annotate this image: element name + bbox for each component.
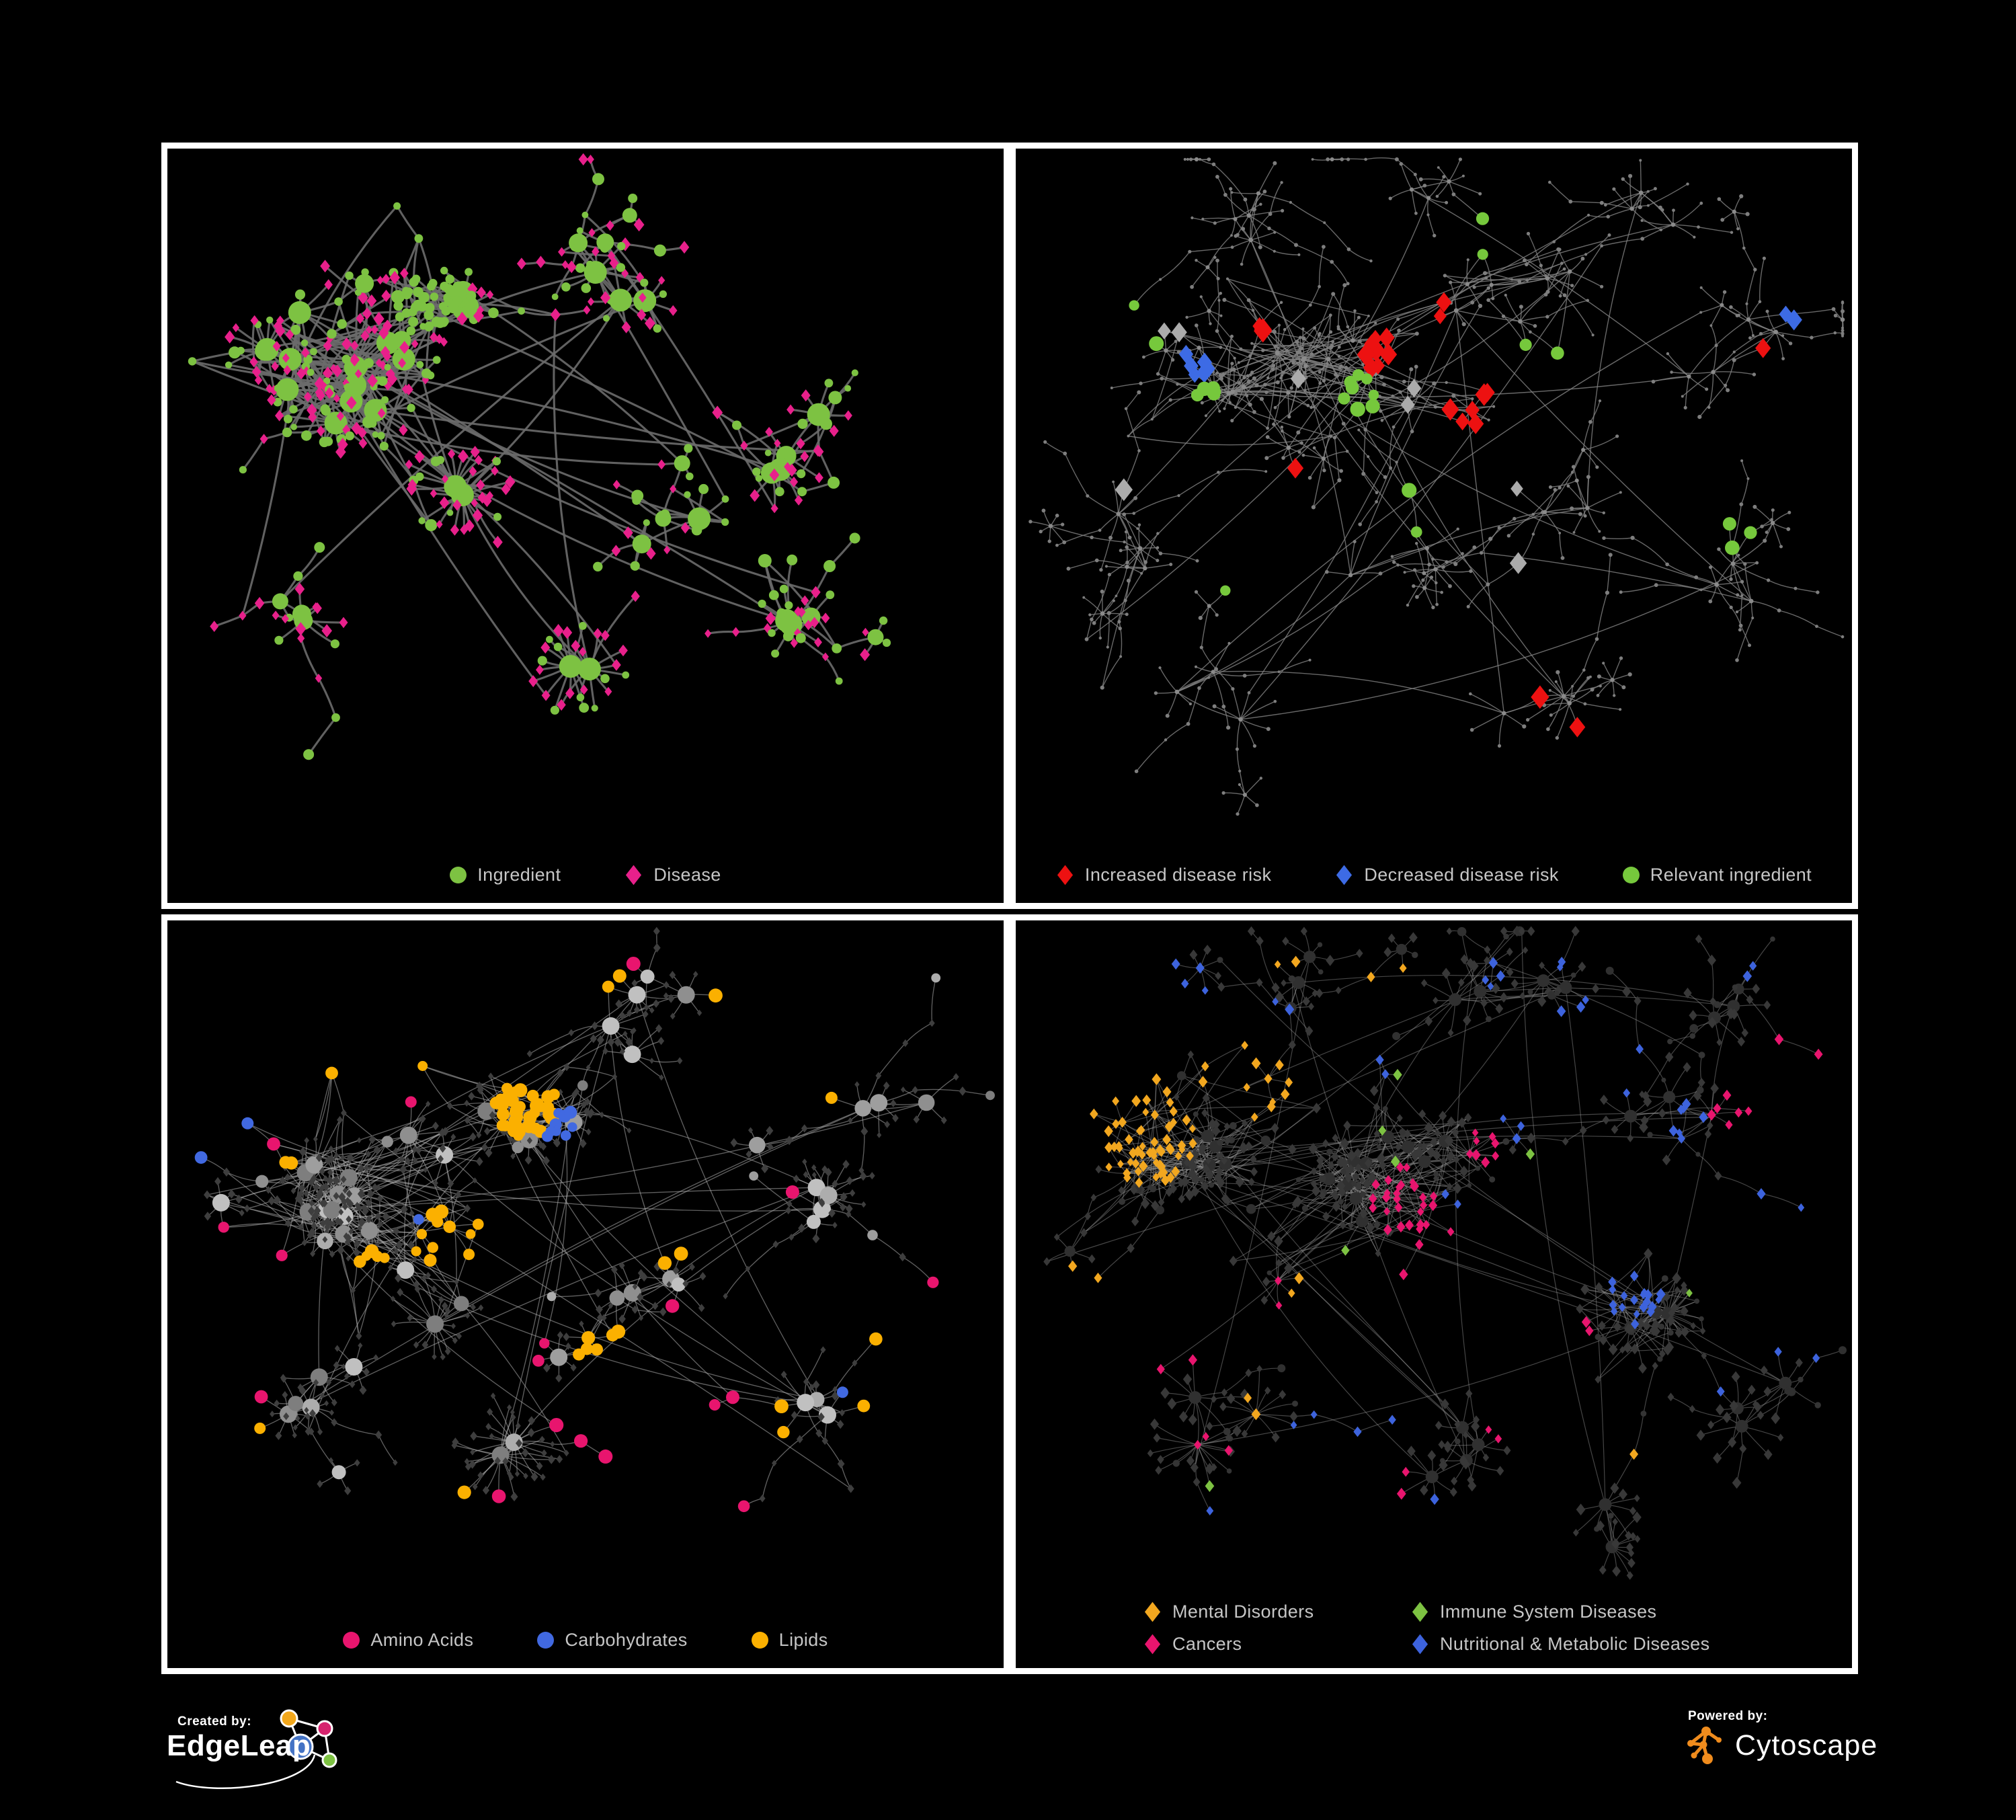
- legend-item-amino-acids: Amino Acids: [343, 1630, 473, 1651]
- network-canvas-ingredient-disease: [188, 153, 891, 760]
- mental-disorders-diamond-icon: [1144, 1601, 1161, 1622]
- legend-item-mental-disorders: Mental Disorders: [1143, 1601, 1411, 1622]
- amino-acids-circle-icon: [343, 1632, 360, 1649]
- legend-label-carbohydrates: Carbohydrates: [565, 1630, 688, 1650]
- legend-ingredient-disease: Ingredient Disease: [167, 865, 1004, 885]
- carbohydrates-circle-icon: [537, 1632, 555, 1649]
- cytoscape-network-nodes: [1687, 1727, 1722, 1764]
- legend-disease-categories: Mental Disorders Immune System Diseases …: [1143, 1601, 1709, 1655]
- legend-label-increased-risk: Increased disease risk: [1084, 865, 1272, 885]
- panel-nutrient-classes: Amino Acids Carbohydrates Lipids: [161, 914, 1010, 1674]
- network-canvas-nutrient-classes: [194, 926, 995, 1513]
- legend-label-mental-disorders: Mental Disorders: [1172, 1601, 1314, 1622]
- legend-item-disease: Disease: [624, 865, 721, 885]
- relevant-ingredient-circle-icon: [1622, 867, 1640, 883]
- ingredient-circle-icon: [450, 867, 467, 883]
- edgeleap-node-green: [321, 1752, 337, 1768]
- disease-diamond-icon: [626, 865, 642, 885]
- edgeleap-node-pink: [316, 1720, 333, 1737]
- legend-label-amino-acids: Amino Acids: [370, 1630, 474, 1650]
- network-canvas-disease-categories: [1043, 925, 1847, 1580]
- nutritional-metabolic-diamond-icon: [1412, 1634, 1428, 1655]
- network-canvas-disease-risk: [1029, 157, 1845, 816]
- edgeleap-swoosh: [175, 1754, 316, 1789]
- increased-risk-diamond-icon: [1057, 865, 1074, 885]
- legend-disease-risk: Increased disease risk Decreased disease…: [1016, 865, 1852, 885]
- legend-label-nutritional-metabolic: Nutritional & Metabolic Diseases: [1440, 1634, 1710, 1654]
- powered-by-label: Powered by:: [1688, 1709, 1768, 1723]
- cytoscape-brand-text: Cytoscape: [1735, 1729, 1878, 1762]
- edgeleap-node-orange: [280, 1709, 298, 1728]
- legend-label-immune-diseases: Immune System Diseases: [1440, 1601, 1657, 1622]
- legend-item-lipids: Lipids: [751, 1630, 828, 1651]
- legend-item-decreased-risk: Decreased disease risk: [1335, 865, 1558, 885]
- legend-item-increased-risk: Increased disease risk: [1056, 865, 1271, 885]
- legend-item-immune-diseases: Immune System Diseases: [1411, 1601, 1709, 1622]
- edgeleap-node-blue: [287, 1733, 314, 1760]
- edgeleap-logo-icon: [175, 1709, 337, 1789]
- panel-disease-risk: Increased disease risk Decreased disease…: [1010, 143, 1858, 909]
- cytoscape-logo-icon: [1687, 1727, 1722, 1764]
- legend-item-carbohydrates: Carbohydrates: [537, 1630, 687, 1651]
- legend-item-ingredient: Ingredient: [450, 865, 561, 885]
- legend-label-disease: Disease: [653, 865, 721, 885]
- created-by-label: Created by:: [177, 1714, 252, 1729]
- legend-nutrient-classes: Amino Acids Carbohydrates Lipids: [167, 1630, 1004, 1651]
- lipids-circle-icon: [751, 1632, 768, 1649]
- legend-item-relevant-ingredient: Relevant ingredient: [1622, 865, 1812, 885]
- legend-label-lipids: Lipids: [778, 1630, 828, 1650]
- panel-ingredient-disease: Ingredient Disease: [161, 143, 1010, 909]
- legend-item-nutritional-metabolic: Nutritional & Metabolic Diseases: [1411, 1634, 1709, 1655]
- legend-label-ingredient: Ingredient: [477, 865, 561, 885]
- legend-label-relevant-ingredient: Relevant ingredient: [1650, 865, 1812, 885]
- created-by-block: Created by: EdgeLeap: [161, 1706, 363, 1814]
- panel-disease-categories: Mental Disorders Immune System Diseases …: [1010, 914, 1858, 1674]
- legend-label-cancers: Cancers: [1172, 1634, 1242, 1654]
- edgeleap-brand-text: EdgeLeap: [167, 1729, 311, 1762]
- legend-item-cancers: Cancers: [1143, 1634, 1411, 1655]
- immune-diseases-diamond-icon: [1412, 1601, 1428, 1622]
- decreased-risk-diamond-icon: [1336, 865, 1353, 885]
- legend-label-decreased-risk: Decreased disease risk: [1364, 865, 1559, 885]
- powered-by-block: Powered by: Cytoscape: [1684, 1706, 1973, 1814]
- cancers-diamond-icon: [1144, 1634, 1161, 1655]
